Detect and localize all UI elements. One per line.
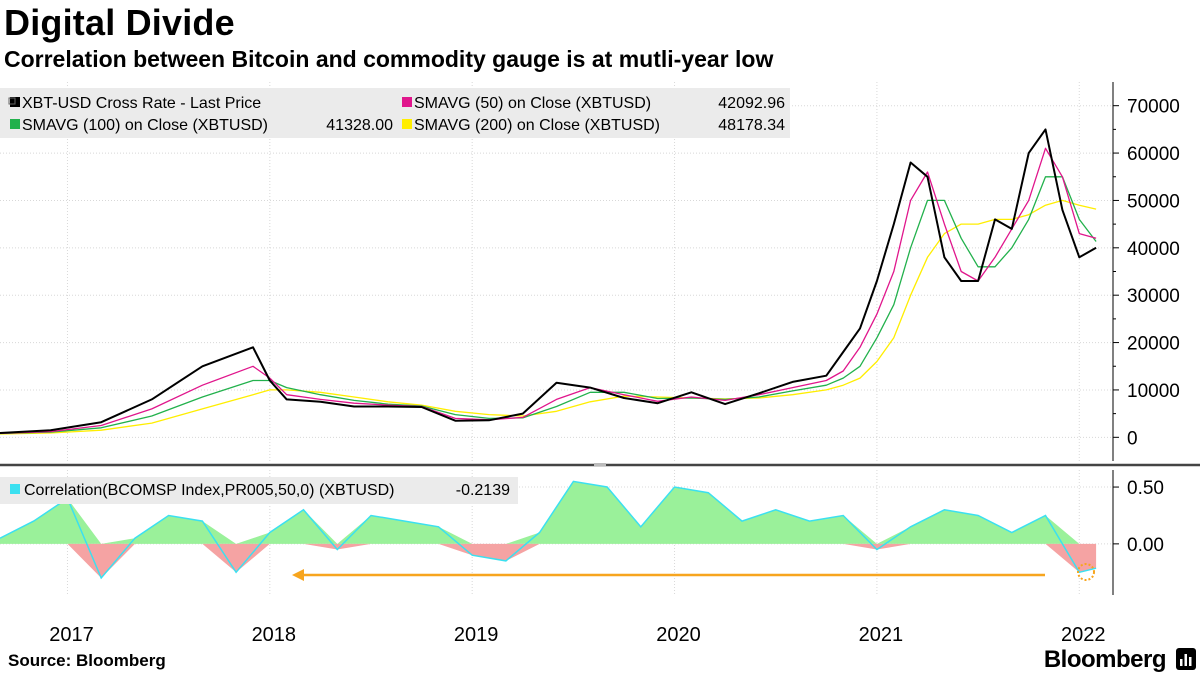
bottom-legend: Correlation(BCOMSP Index,PR005,50,0) (XB… bbox=[0, 477, 518, 504]
legend-label: SMAVG (200) on Close (XBTUSD) bbox=[414, 117, 660, 134]
highlight-circle bbox=[1077, 563, 1095, 581]
legend-swatch bbox=[402, 97, 412, 107]
y-tick-label: 20000 bbox=[1127, 334, 1180, 355]
bloomberg-terminal-icon bbox=[1176, 648, 1196, 670]
y-tick-label: 60000 bbox=[1127, 144, 1180, 165]
x-tick-label: 2020 bbox=[656, 624, 701, 646]
source-note: Source: Bloomberg bbox=[8, 651, 166, 670]
legend-swatch bbox=[402, 119, 412, 129]
y-tick-label: 0.00 bbox=[1127, 535, 1164, 556]
top-legend-background bbox=[0, 88, 790, 138]
legend-value: 48178.34 bbox=[718, 117, 785, 134]
correlation-line bbox=[0, 480, 1097, 580]
top-panel-lines bbox=[0, 128, 1097, 435]
top-legend: XBT-USD Cross Rate - Last Price SMAVG (50… bbox=[0, 88, 790, 138]
legend-label: SMAVG (100) on Close (XBTUSD) bbox=[22, 117, 268, 134]
x-tick-label: 2018 bbox=[252, 624, 297, 646]
annotation-arrow bbox=[292, 563, 1095, 581]
legend-value: -0.2139 bbox=[456, 482, 510, 499]
chart-title: Digital Divide bbox=[4, 2, 235, 43]
bottom-legend-background bbox=[0, 477, 518, 504]
x-axis-labels: 2017 2018 2019 2020 2021 2022 bbox=[49, 624, 1105, 646]
panel-splitter-handle bbox=[594, 463, 606, 466]
series-line bbox=[0, 199, 1097, 435]
x-tick-label: 2017 bbox=[49, 624, 94, 646]
y-tick-label: 40000 bbox=[1127, 239, 1180, 260]
series-line bbox=[0, 128, 1097, 434]
chart-subtitle: Correlation between Bitcoin and commodit… bbox=[4, 46, 774, 72]
top-panel-grid bbox=[0, 82, 1113, 461]
x-tick-label: 2019 bbox=[454, 624, 499, 646]
axes: 0 10000 20000 30000 40000 50000 60000 70000 0.50… bbox=[0, 82, 1200, 595]
legend-value: 41328.00 bbox=[326, 117, 393, 134]
legend-value: 42092.96 bbox=[718, 95, 785, 112]
legend-label: XBT-USD Cross Rate - Last Price bbox=[22, 95, 261, 112]
y-tick-label: 50000 bbox=[1127, 191, 1180, 212]
brand-logo-text: Bloomberg bbox=[1043, 646, 1167, 673]
legend-swatch bbox=[10, 119, 20, 129]
positive-correlation-area bbox=[0, 481, 1097, 544]
x-tick-label: 2022 bbox=[1061, 624, 1106, 646]
arrow-head bbox=[292, 569, 304, 581]
y-tick-label: 70000 bbox=[1127, 97, 1180, 118]
legend-label: Correlation(BCOMSP Index,PR005,50,0) (XB… bbox=[24, 482, 395, 499]
legend-label: SMAVG (50) on Close (XBTUSD) bbox=[414, 95, 651, 112]
x-tick-label: 2021 bbox=[859, 624, 904, 646]
y-tick-label: 0 bbox=[1127, 428, 1138, 449]
bottom-panel-area bbox=[0, 480, 1097, 580]
y-tick-label: 10000 bbox=[1127, 381, 1180, 402]
negative-correlation-area bbox=[0, 543, 1097, 578]
legend-swatch bbox=[10, 484, 20, 494]
y-tick-label: 0.50 bbox=[1127, 478, 1164, 499]
series-line bbox=[0, 176, 1097, 435]
y-tick-label: 30000 bbox=[1127, 286, 1180, 307]
legend-expand-icon bbox=[8, 97, 16, 105]
